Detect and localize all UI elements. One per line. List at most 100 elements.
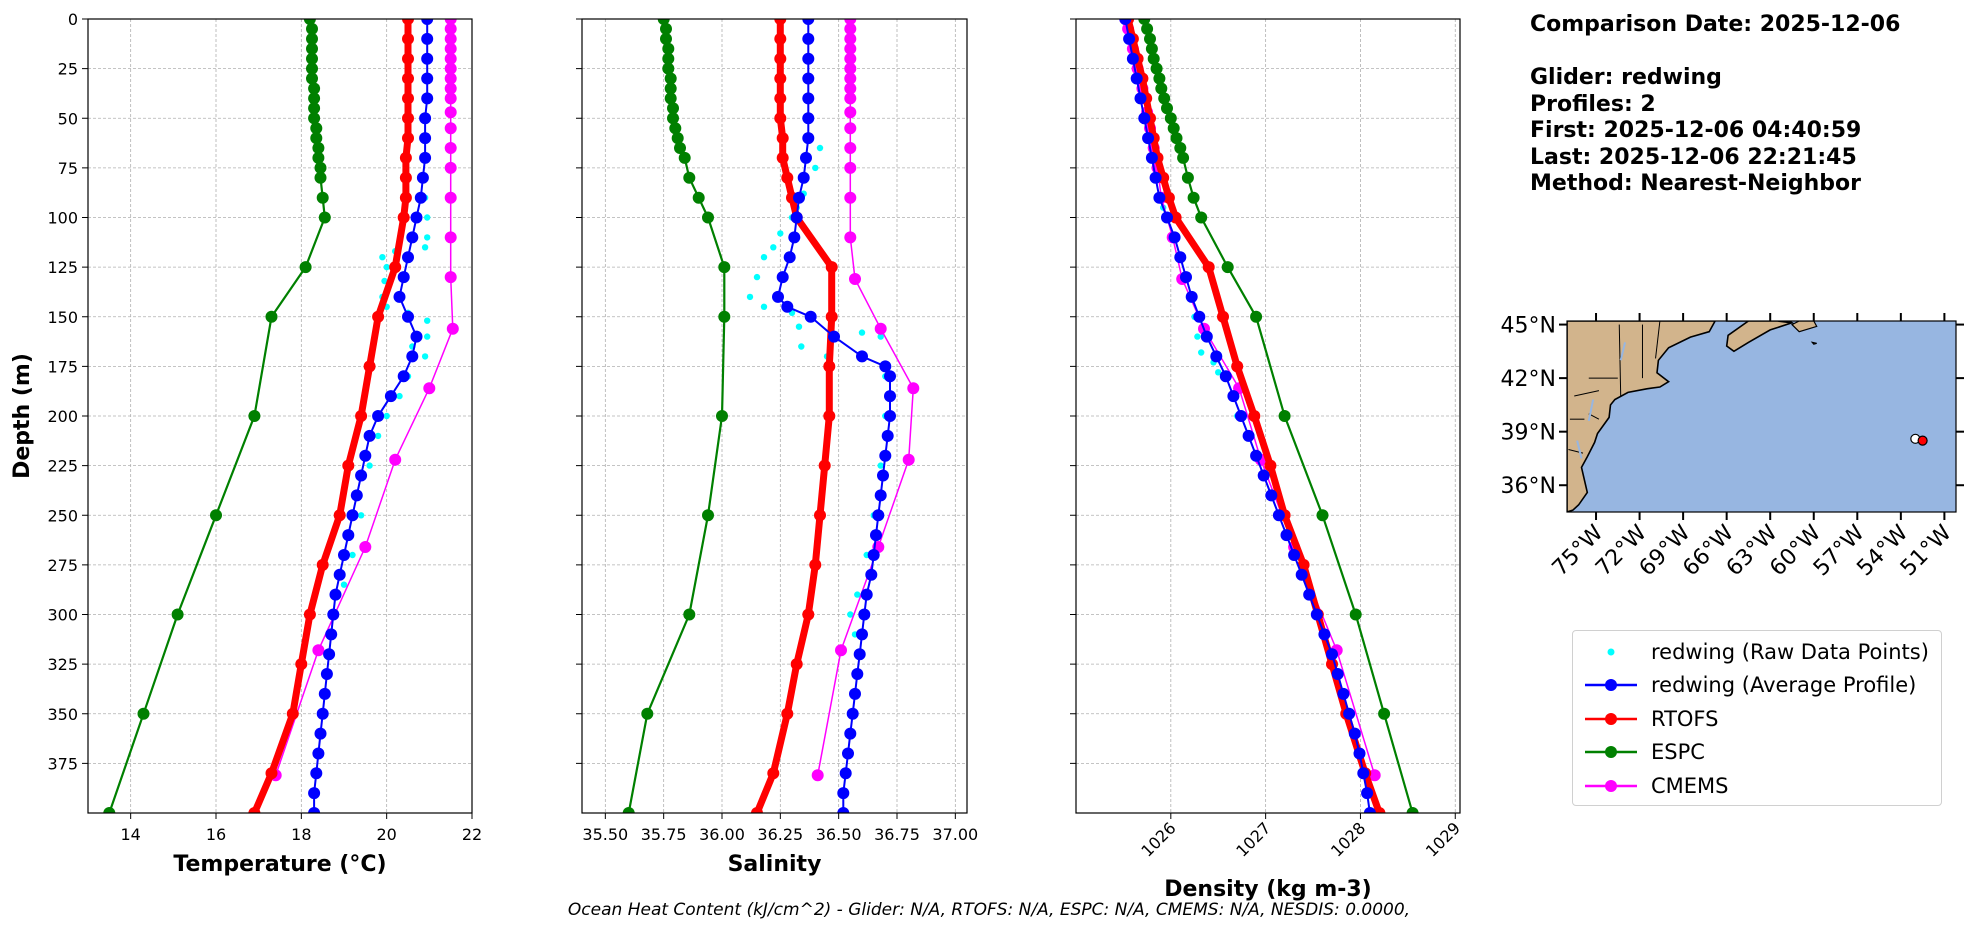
series-espc — [1138, 19, 1419, 813]
data-point — [800, 151, 812, 164]
land-us-coast — [1567, 321, 1717, 512]
data-point — [844, 106, 857, 119]
data-point — [776, 271, 789, 284]
x-tick-label: 36.25 — [757, 825, 803, 844]
data-point — [1150, 62, 1163, 75]
data-point — [444, 52, 457, 65]
data-point — [379, 254, 386, 261]
data-point — [795, 323, 803, 330]
data-point — [811, 769, 824, 782]
data-point — [299, 261, 312, 274]
data-point — [816, 144, 824, 152]
data-point — [424, 333, 431, 340]
data-point — [802, 52, 815, 65]
legend-label: CMEMS — [1651, 773, 1729, 798]
data-point — [823, 360, 836, 373]
state-border — [1574, 390, 1600, 397]
data-point — [444, 271, 457, 284]
series-rtofs — [248, 19, 414, 813]
data-point — [318, 211, 331, 224]
data-point — [767, 767, 780, 780]
data-point — [444, 106, 457, 119]
data-point — [421, 72, 434, 85]
data-point — [338, 549, 350, 561]
data-point — [839, 767, 852, 780]
data-point — [308, 807, 321, 813]
data-point — [399, 171, 412, 184]
legend-symbol — [1585, 779, 1637, 792]
data-point — [844, 231, 857, 244]
legend-symbol — [1607, 648, 1615, 656]
data-point — [1331, 668, 1344, 680]
state-border — [1655, 321, 1661, 359]
data-point — [1361, 787, 1374, 800]
data-point — [837, 807, 850, 813]
data-point — [1231, 360, 1244, 373]
series-espc — [622, 19, 731, 813]
data-point — [802, 608, 815, 621]
data-point — [318, 687, 331, 700]
legend: redwing (Raw Data Points) redwing (Averag… — [1572, 630, 1942, 806]
data-point — [1248, 410, 1261, 422]
data-point — [662, 42, 675, 55]
data-point — [860, 588, 873, 601]
data-point — [641, 707, 654, 720]
data-point — [1174, 142, 1187, 154]
data-point — [1202, 261, 1215, 274]
data-point — [1169, 211, 1182, 224]
data-point — [753, 273, 761, 281]
x-tick-label: 37.00 — [932, 825, 978, 844]
river — [1576, 440, 1583, 459]
river — [1587, 399, 1595, 422]
data-point — [879, 449, 892, 462]
data-point — [444, 62, 457, 75]
data-point — [1378, 707, 1391, 720]
data-point — [397, 211, 410, 224]
data-point — [774, 112, 787, 125]
x-tick-label: 14 — [120, 825, 140, 844]
data-point — [884, 390, 896, 403]
data-point — [357, 512, 365, 519]
legend-entry: RTOFS — [1583, 702, 1931, 736]
data-point — [867, 549, 880, 561]
data-point — [1134, 92, 1147, 105]
data-point — [286, 707, 299, 720]
data-point — [402, 310, 414, 323]
data-point — [306, 32, 318, 45]
data-point — [444, 82, 457, 95]
data-point — [790, 658, 803, 671]
data-point — [1318, 628, 1331, 641]
lon-tick-label: 51°W — [1896, 520, 1957, 581]
data-point — [1161, 211, 1173, 224]
data-point — [877, 469, 889, 482]
data-point — [1349, 608, 1362, 621]
data-point — [325, 628, 338, 641]
data-point — [849, 687, 861, 700]
data-point — [844, 191, 857, 204]
data-point — [1280, 529, 1293, 542]
data-point — [1343, 707, 1356, 720]
data-point — [444, 92, 457, 105]
data-point — [1145, 151, 1158, 164]
series-espc — [103, 19, 331, 813]
temperature-panel: 0 25 50 75 100 125 150 175 200 225 250 275 300 325 350… — [10, 10, 482, 877]
data-point — [314, 161, 327, 174]
legend-entry: redwing (Raw Data Points) — [1583, 635, 1931, 669]
data-point — [350, 489, 363, 502]
last-time: Last: 2025-12-06 22:21:45 — [1530, 144, 1857, 170]
data-point — [683, 608, 696, 621]
data-point — [1130, 72, 1143, 85]
data-point — [265, 310, 278, 323]
lat-tick-label: 39°N — [1501, 421, 1556, 446]
data-point — [772, 290, 784, 303]
x-tick-label: 36.75 — [874, 825, 920, 844]
info-box: Comparison Date: 2025-12-06 Glider: redw… — [1530, 12, 1900, 198]
data-point — [444, 32, 457, 45]
data-point — [1164, 112, 1177, 125]
data-point — [399, 151, 412, 164]
data-point — [306, 22, 318, 35]
data-point — [308, 112, 321, 125]
data-point — [1181, 171, 1194, 184]
data-point — [355, 410, 368, 422]
data-point — [423, 382, 436, 395]
